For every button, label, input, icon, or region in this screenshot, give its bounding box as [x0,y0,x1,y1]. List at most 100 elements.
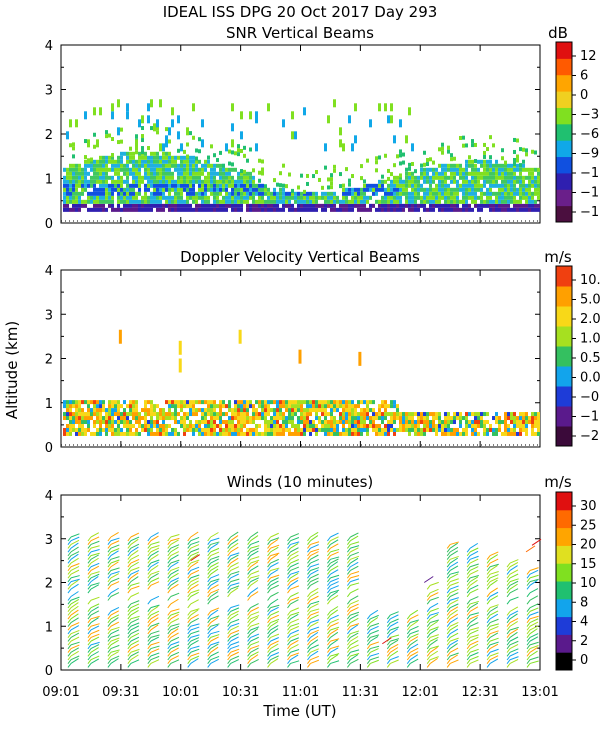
doppler-cell [369,423,372,428]
doppler-cell [306,423,309,428]
wind-barb-flag [307,566,311,572]
snr-cell [258,178,261,183]
snr-cell [309,203,312,208]
snr-cell [438,163,441,168]
snr-cell [201,191,204,196]
snr-cell [534,203,537,208]
snr-cell [417,179,420,184]
wind-barb-flag [67,611,72,616]
snr-cell [438,187,441,192]
snr-cell [243,153,246,158]
wind-barb-flag [466,577,471,583]
wind-barb-flag [526,637,531,642]
doppler-cell [456,427,459,432]
doppler-cell [387,431,390,436]
wind-barb [130,550,139,557]
doppler-cell [411,420,414,425]
wind-barb [489,630,499,635]
wind-barb-flag [267,640,271,646]
snr-cell [96,195,99,200]
snr-cell [387,168,390,173]
doppler-cell [144,427,147,432]
doppler-cell [327,404,330,409]
snr-cell [531,179,534,184]
snr-cell [504,195,507,200]
snr-cell [186,142,189,147]
snr-cell [141,203,144,208]
snr-cell [474,142,477,147]
wind-barb [449,561,459,568]
snr-cell [135,150,138,155]
wind-barb-flag [87,599,92,605]
doppler-cell [255,431,258,436]
wind-barb-flag [446,555,451,560]
wind-barb-flag [107,544,112,549]
snr-cell [132,203,135,208]
wind-barb [230,578,240,583]
doppler-cell [288,412,291,417]
snr-cell [414,183,417,188]
snr-cell [231,123,234,132]
doppler-cell [333,420,336,425]
snr-cell [75,207,78,212]
snr-cell [495,163,498,168]
doppler-cell [90,408,93,413]
wind-barb-flag [307,648,311,653]
wind-barb [230,625,239,631]
wind-barb-flag [346,640,351,646]
doppler-cell [360,400,363,405]
doppler-cell [528,416,531,421]
colorbar-tick-label: 0 [580,653,588,668]
snr-cell [147,175,150,180]
snr-cell [489,207,492,212]
doppler-cell [330,400,333,405]
snr-cell [432,167,435,172]
snr-cell [453,195,456,200]
y-tick-label: 4 [45,264,53,279]
snr-cell [132,191,135,196]
doppler-cell [204,400,207,405]
wind-barb-flag [207,599,212,605]
snr-cell [135,146,138,151]
wind-barb-flag [127,596,132,601]
wind-barb-flag [127,663,132,668]
wind-barb-flag [406,655,411,661]
snr-cell [396,199,399,204]
doppler-cell [330,423,333,428]
wind-barb-flag [247,637,252,642]
doppler-cell [327,412,330,417]
wind-barb [429,639,438,646]
wind-barb-flag [466,611,471,616]
snr-cell [378,155,381,160]
wind-barb [270,640,279,646]
snr-cell [144,183,147,188]
wind-barb [270,604,280,609]
snr-cell [429,157,432,162]
doppler-cell [300,427,303,432]
wind-barb [210,617,219,623]
wind-barb-flag [147,573,152,579]
doppler-cell [315,408,318,413]
doppler-cell [111,408,114,413]
wind-barb [210,565,219,571]
snr-cell [111,207,114,212]
snr-cell [162,195,165,200]
snr-cell [297,207,300,212]
snr-cell [162,167,165,172]
doppler-cell [255,400,258,405]
snr-cell [528,199,531,204]
doppler-cell [483,431,486,436]
wind-barb-flag [167,585,172,590]
wind-barb-flag [346,562,351,568]
snr-cell [135,167,138,172]
doppler-cell [531,423,534,428]
doppler-cell [255,416,258,421]
snr-cell [495,199,498,204]
doppler-cell [501,420,504,425]
doppler-cell [432,416,435,421]
snr-cell [180,203,183,208]
wind-barb-flag [406,637,411,642]
wind-barb [330,618,339,623]
snr-cell [243,199,246,204]
wind-barb [190,541,200,545]
